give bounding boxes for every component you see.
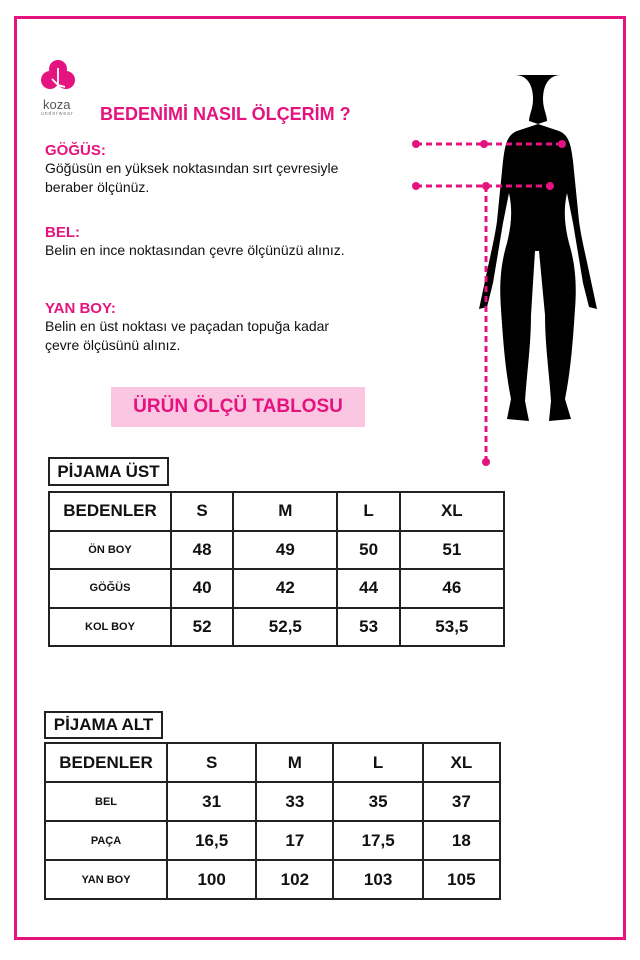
size-table-top: BEDENLER S M L XL ÖN BOY 48 49 50 51 GÖĞÜS 40 42 44… — [48, 491, 506, 647]
table-cell: 49 — [232, 529, 339, 570]
table-cell: 100 — [165, 859, 258, 900]
table-cell: 37 — [421, 781, 502, 822]
table-cell: 48 — [169, 529, 235, 570]
table-cell: 16,5 — [165, 820, 258, 861]
brand-name: koza — [43, 97, 71, 112]
table-cell: 50 — [336, 529, 401, 570]
table-cell: KOL BOY — [48, 606, 172, 647]
table-cell: 18 — [421, 820, 502, 861]
table-cell: L — [336, 491, 401, 532]
table-cell: XL — [398, 491, 506, 532]
section-text: Belin en ince noktasından çevre ölçünüzü… — [45, 242, 345, 258]
table-cell: 51 — [398, 529, 506, 570]
table-cell: 17,5 — [332, 820, 424, 861]
body-silhouette — [412, 75, 597, 466]
koza-logo: koza underwear — [40, 58, 80, 117]
table-row: ÖN BOY 48 49 50 51 — [48, 529, 506, 570]
table-cell: L — [332, 742, 424, 783]
table-cell: GÖĞÜS — [48, 568, 172, 609]
section-text: Göğüsün en yüksek noktasından sırt çevre… — [45, 160, 339, 176]
table-row: YAN BOY 100 102 103 105 — [44, 859, 502, 900]
table-cell: BEDENLER — [44, 742, 168, 783]
section-gogus: GÖĞÜS: Göğüsün en yüksek noktasından sır… — [45, 142, 338, 197]
table-cell: 35 — [332, 781, 424, 822]
table-cell: 53 — [336, 606, 401, 647]
table-cell: 17 — [255, 820, 335, 861]
table-title-bottom: PİJAMA ALT — [44, 711, 163, 739]
table-cell: 40 — [169, 568, 235, 609]
table-header-row: BEDENLER S M L XL — [44, 742, 502, 783]
table-cell: BEL — [44, 781, 168, 822]
table-cell: ÖN BOY — [48, 529, 172, 570]
table-cell: 33 — [255, 781, 335, 822]
table-cell: S — [169, 491, 235, 532]
table-cell: 31 — [165, 781, 258, 822]
table-cell: XL — [421, 742, 502, 783]
table-row: PAÇA 16,5 17 17,5 18 — [44, 820, 502, 861]
size-table-bottom: BEDENLER S M L XL BEL 31 33 35 37 PAÇA 16,5 17 17,5… — [44, 742, 502, 900]
table-cell: 52 — [169, 606, 235, 647]
section-text: beraber ölçünüz. — [45, 179, 150, 195]
table-cell: M — [232, 491, 339, 532]
section-yan-boy: YAN BOY: Belin en üst noktası ve paçadan… — [45, 300, 329, 355]
table-row: KOL BOY 52 52,5 53 53,5 — [48, 606, 506, 647]
table-cell: M — [255, 742, 335, 783]
page-title: BEDENİMİ NASIL ÖLÇERİM ? — [100, 104, 351, 124]
table-title-top: PİJAMA ÜST — [48, 457, 169, 486]
table-cell: 44 — [336, 568, 401, 609]
size-table-banner: ÜRÜN ÖLÇÜ TABLOSU — [111, 387, 365, 427]
section-heading: YAN BOY: — [45, 300, 116, 317]
table-cell: 42 — [232, 568, 339, 609]
table-cell: PAÇA — [44, 820, 168, 861]
section-heading: BEL: — [45, 224, 80, 241]
table-cell: 46 — [398, 568, 506, 609]
table-cell: 102 — [255, 859, 335, 900]
section-text: Belin en üst noktası ve paçadan topuğa k… — [45, 318, 330, 334]
table-cell: 53,5 — [398, 606, 506, 647]
page-frame — [14, 16, 626, 940]
section-heading: GÖĞÜS: — [45, 142, 106, 159]
table-cell: 103 — [332, 859, 424, 900]
table-cell: S — [165, 742, 258, 783]
section-text: çevre ölçüsünü alınız. — [45, 337, 181, 353]
brand-tagline: underwear — [41, 111, 74, 117]
table-header-row: BEDENLER S M L XL — [48, 491, 506, 532]
section-bel: BEL: Belin en ince noktasından çevre ölç… — [45, 224, 345, 260]
table-row: GÖĞÜS 40 42 44 46 — [48, 568, 506, 609]
table-cell: 52,5 — [232, 606, 339, 647]
table-cell: 105 — [421, 859, 502, 900]
koza-flower-icon — [41, 60, 75, 89]
table-row: BEL 31 33 35 37 — [44, 781, 502, 822]
table-cell: BEDENLER — [48, 491, 172, 532]
table-cell: YAN BOY — [44, 859, 168, 900]
